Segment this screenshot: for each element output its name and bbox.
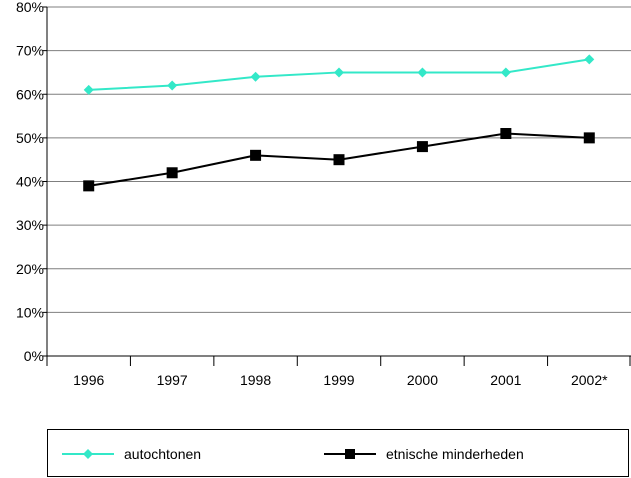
series-layer xyxy=(83,54,595,192)
plot-frame xyxy=(43,6,631,366)
legend-item-autochtonen[interactable]: autochtonen xyxy=(62,430,201,478)
y-tick-label: 80% xyxy=(16,0,44,15)
series-autochtonen xyxy=(83,54,595,95)
data-point-square xyxy=(416,141,428,153)
y-tick-label: 60% xyxy=(16,86,44,102)
series-etnische-minderheden xyxy=(83,128,595,192)
gridlines xyxy=(47,6,631,313)
x-tick-label: 2002* xyxy=(571,372,608,388)
x-tick-label: 2000 xyxy=(407,372,438,388)
y-tick-label: 70% xyxy=(16,43,44,59)
legend-label: etnische minderheden xyxy=(386,446,524,462)
x-tick-label: 1998 xyxy=(240,372,271,388)
data-point-diamond xyxy=(584,54,595,65)
data-point-square xyxy=(83,180,95,192)
y-tick-label: 50% xyxy=(16,130,44,146)
y-tick-label: 40% xyxy=(16,174,44,190)
x-tick-label: 1999 xyxy=(323,372,354,388)
y-tick-label: 30% xyxy=(16,217,44,233)
data-point-square xyxy=(250,149,262,161)
data-point-square xyxy=(333,154,345,166)
y-axis-tick-labels: 0% 10% 20% 30% 40% 50% 60% 70% 80% xyxy=(16,0,44,364)
data-point-diamond xyxy=(500,67,511,78)
legend-item-etnische-minderheden[interactable]: etnische minderheden xyxy=(324,430,524,478)
y-tick-label: 10% xyxy=(16,304,44,320)
x-tick-label: 2001 xyxy=(490,372,521,388)
data-point-diamond xyxy=(250,71,261,82)
legend-marker-diamond-icon xyxy=(62,449,114,459)
x-axis-tick-labels: 1996 1997 1998 1999 2000 2001 2002* xyxy=(73,372,608,388)
x-tick-label: 1996 xyxy=(73,372,104,388)
data-point-square xyxy=(500,128,512,140)
y-tick-label: 20% xyxy=(16,261,44,277)
data-point-diamond xyxy=(83,84,94,95)
legend-label: autochtonen xyxy=(124,446,202,462)
legend-marker-square-icon xyxy=(324,449,376,459)
data-point-diamond xyxy=(334,67,344,78)
data-point-diamond xyxy=(417,67,428,78)
data-point-square xyxy=(583,132,595,144)
legend: autochtonen etnische minderheden xyxy=(47,429,629,477)
data-point-square xyxy=(166,167,178,179)
y-tick-label: 0% xyxy=(24,348,44,364)
x-tick-label: 1997 xyxy=(157,372,188,388)
data-point-diamond xyxy=(167,80,178,91)
